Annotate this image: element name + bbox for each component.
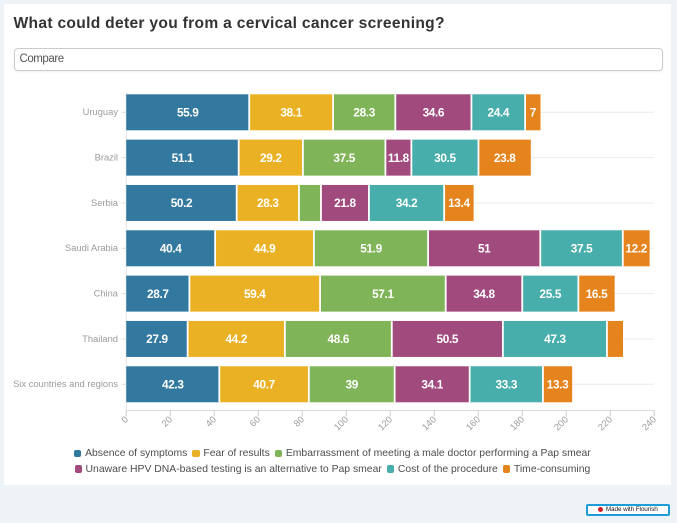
svg-text:25.5: 25.5 — [540, 287, 562, 301]
svg-text:51.9: 51.9 — [360, 241, 382, 255]
svg-text:38.1: 38.1 — [280, 106, 302, 120]
svg-text:180: 180 — [508, 414, 526, 432]
svg-text:28.7: 28.7 — [147, 287, 169, 301]
svg-text:55.9: 55.9 — [177, 106, 199, 120]
svg-text:Serbia: Serbia — [91, 198, 119, 208]
svg-text:220: 220 — [596, 414, 614, 432]
svg-text:Thailand: Thailand — [82, 334, 118, 344]
svg-text:200: 200 — [552, 414, 570, 432]
svg-text:120: 120 — [376, 414, 394, 432]
svg-text:16.5: 16.5 — [586, 287, 608, 301]
svg-text:240: 240 — [640, 414, 658, 432]
svg-text:12.2: 12.2 — [625, 241, 647, 255]
svg-text:23.8: 23.8 — [494, 151, 516, 165]
svg-text:160: 160 — [464, 414, 482, 432]
svg-text:0: 0 — [119, 414, 130, 425]
svg-text:34.8: 34.8 — [473, 287, 495, 301]
svg-text:44.2: 44.2 — [225, 332, 247, 346]
svg-text:50.2: 50.2 — [171, 196, 193, 210]
svg-text:China: China — [94, 289, 119, 299]
svg-text:33.3: 33.3 — [496, 377, 518, 391]
svg-text:28.3: 28.3 — [257, 196, 279, 210]
svg-text:50.5: 50.5 — [437, 332, 459, 346]
svg-text:44.9: 44.9 — [254, 241, 276, 255]
svg-text:37.5: 37.5 — [571, 241, 593, 255]
svg-text:Six countries and regions: Six countries and regions — [13, 379, 118, 389]
svg-text:57.1: 57.1 — [372, 287, 394, 301]
svg-text:7: 7 — [530, 106, 537, 120]
svg-text:Uruguay: Uruguay — [83, 107, 119, 117]
svg-text:40: 40 — [204, 414, 218, 428]
svg-text:11.8: 11.8 — [388, 151, 410, 165]
svg-text:47.3: 47.3 — [544, 332, 566, 346]
svg-text:28.3: 28.3 — [353, 106, 375, 120]
svg-text:20: 20 — [160, 414, 174, 428]
svg-text:40.4: 40.4 — [160, 241, 182, 255]
svg-text:24.4: 24.4 — [487, 106, 509, 120]
svg-text:34.2: 34.2 — [396, 196, 418, 210]
svg-text:Saudi Arabia: Saudi Arabia — [65, 243, 119, 253]
svg-text:60: 60 — [248, 414, 262, 428]
svg-text:Brazil: Brazil — [95, 153, 118, 163]
svg-text:29.2: 29.2 — [260, 151, 282, 165]
svg-text:34.6: 34.6 — [423, 106, 445, 120]
svg-text:34.1: 34.1 — [421, 377, 443, 391]
svg-text:59.4: 59.4 — [244, 287, 266, 301]
svg-text:39: 39 — [346, 377, 359, 391]
svg-text:51: 51 — [478, 241, 491, 255]
svg-text:100: 100 — [332, 414, 350, 432]
svg-text:13.3: 13.3 — [547, 377, 569, 391]
svg-text:51.1: 51.1 — [172, 151, 194, 165]
svg-text:140: 140 — [420, 414, 438, 432]
svg-text:40.7: 40.7 — [253, 377, 275, 391]
svg-text:30.5: 30.5 — [434, 151, 456, 165]
svg-text:21.8: 21.8 — [334, 196, 356, 210]
svg-text:37.5: 37.5 — [333, 151, 355, 165]
svg-text:42.3: 42.3 — [162, 377, 184, 391]
svg-text:13.4: 13.4 — [448, 196, 470, 210]
svg-text:27.9: 27.9 — [146, 332, 168, 346]
svg-text:80: 80 — [292, 414, 306, 428]
svg-text:48.6: 48.6 — [328, 332, 350, 346]
